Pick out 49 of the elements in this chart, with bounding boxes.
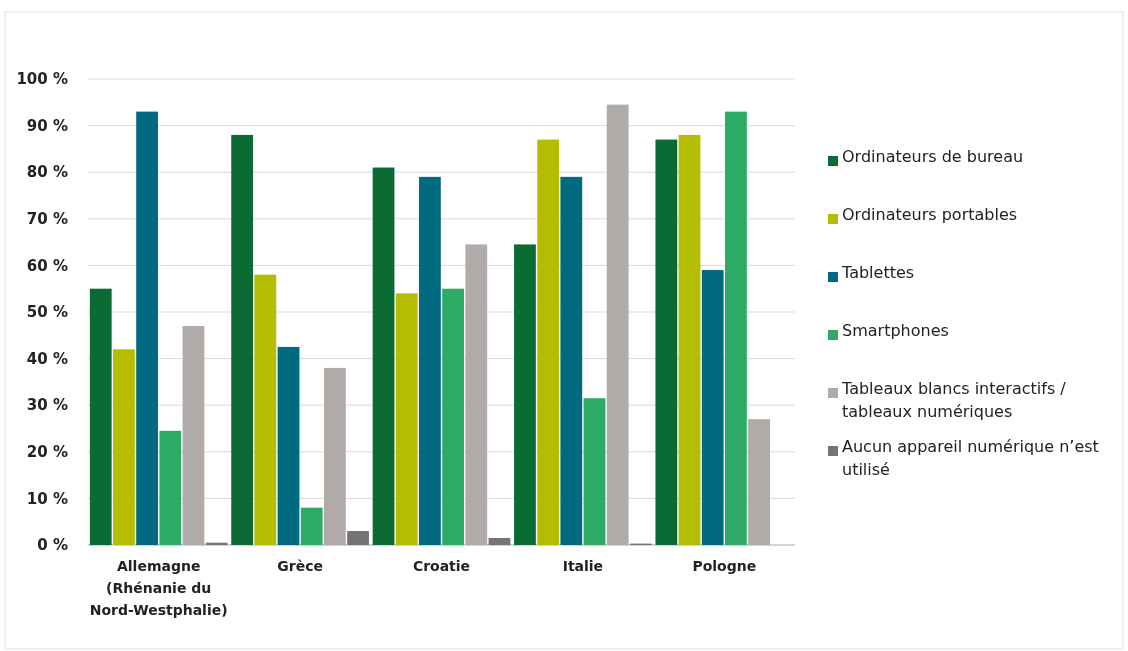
y-tick-label: 70 %	[26, 210, 68, 229]
bar	[159, 430, 182, 545]
bar	[323, 367, 346, 545]
bar	[395, 293, 418, 545]
bar	[725, 111, 747, 545]
y-tick-label: 50 %	[26, 303, 68, 322]
bar	[231, 134, 254, 545]
bar	[583, 398, 606, 545]
bar	[347, 531, 369, 545]
y-tick-label: 80 %	[26, 163, 68, 182]
x-tick-label: Croatie	[412, 558, 471, 574]
bar	[465, 244, 488, 545]
y-tick-label: 10 %	[26, 489, 68, 508]
legend-label: Aucun appareil numérique n’est utilisé	[842, 437, 1099, 479]
bar	[678, 134, 701, 545]
bar	[655, 139, 678, 545]
x-tick-label: Grèce	[277, 558, 323, 574]
x-tick-label: Pologne	[692, 558, 757, 574]
x-tick-label: Italie	[562, 558, 604, 574]
bar	[300, 507, 323, 545]
y-tick-label: 0 %	[37, 536, 68, 555]
legend-label: Ordinateurs de bureau	[842, 147, 1024, 166]
legend-label: Smartphones	[842, 321, 949, 340]
bar	[514, 244, 536, 545]
legend-label: Tableaux blancs interactifs / tableaux numériques	[841, 379, 1067, 421]
legend-label: Ordinateurs portables	[842, 205, 1018, 224]
bar	[89, 288, 112, 545]
bar	[254, 274, 277, 545]
bar	[748, 419, 770, 545]
bar	[701, 270, 724, 545]
x-tick-label: Allemagne (Rhénanie du Nord-Westphalie)	[89, 558, 228, 618]
bar	[277, 346, 300, 545]
bar	[606, 104, 629, 545]
y-tick-label: 40 %	[26, 349, 68, 368]
bar	[560, 176, 583, 545]
y-tick-label: 30 %	[26, 396, 68, 415]
bar	[136, 111, 158, 545]
bar	[372, 167, 395, 545]
bar	[537, 139, 560, 545]
y-tick-label: 90 %	[26, 116, 68, 135]
y-tick-label: 100 %	[16, 70, 68, 89]
bar	[488, 538, 511, 545]
bar	[419, 176, 441, 545]
bar	[113, 349, 135, 545]
bar	[442, 288, 464, 545]
bar	[182, 325, 205, 545]
y-tick-label: 20 %	[26, 443, 68, 462]
y-tick-label: 60 %	[26, 256, 68, 275]
legend-label: Tablettes	[841, 263, 915, 282]
